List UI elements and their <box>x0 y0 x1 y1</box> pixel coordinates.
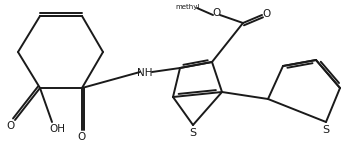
Text: O: O <box>263 9 271 19</box>
Text: O: O <box>7 121 15 131</box>
Text: O: O <box>213 8 221 18</box>
Text: S: S <box>190 128 197 138</box>
Text: S: S <box>323 125 330 135</box>
Text: OH: OH <box>49 124 65 134</box>
Text: methyl: methyl <box>176 4 200 10</box>
Text: NH: NH <box>137 68 153 78</box>
Text: O: O <box>78 132 86 142</box>
